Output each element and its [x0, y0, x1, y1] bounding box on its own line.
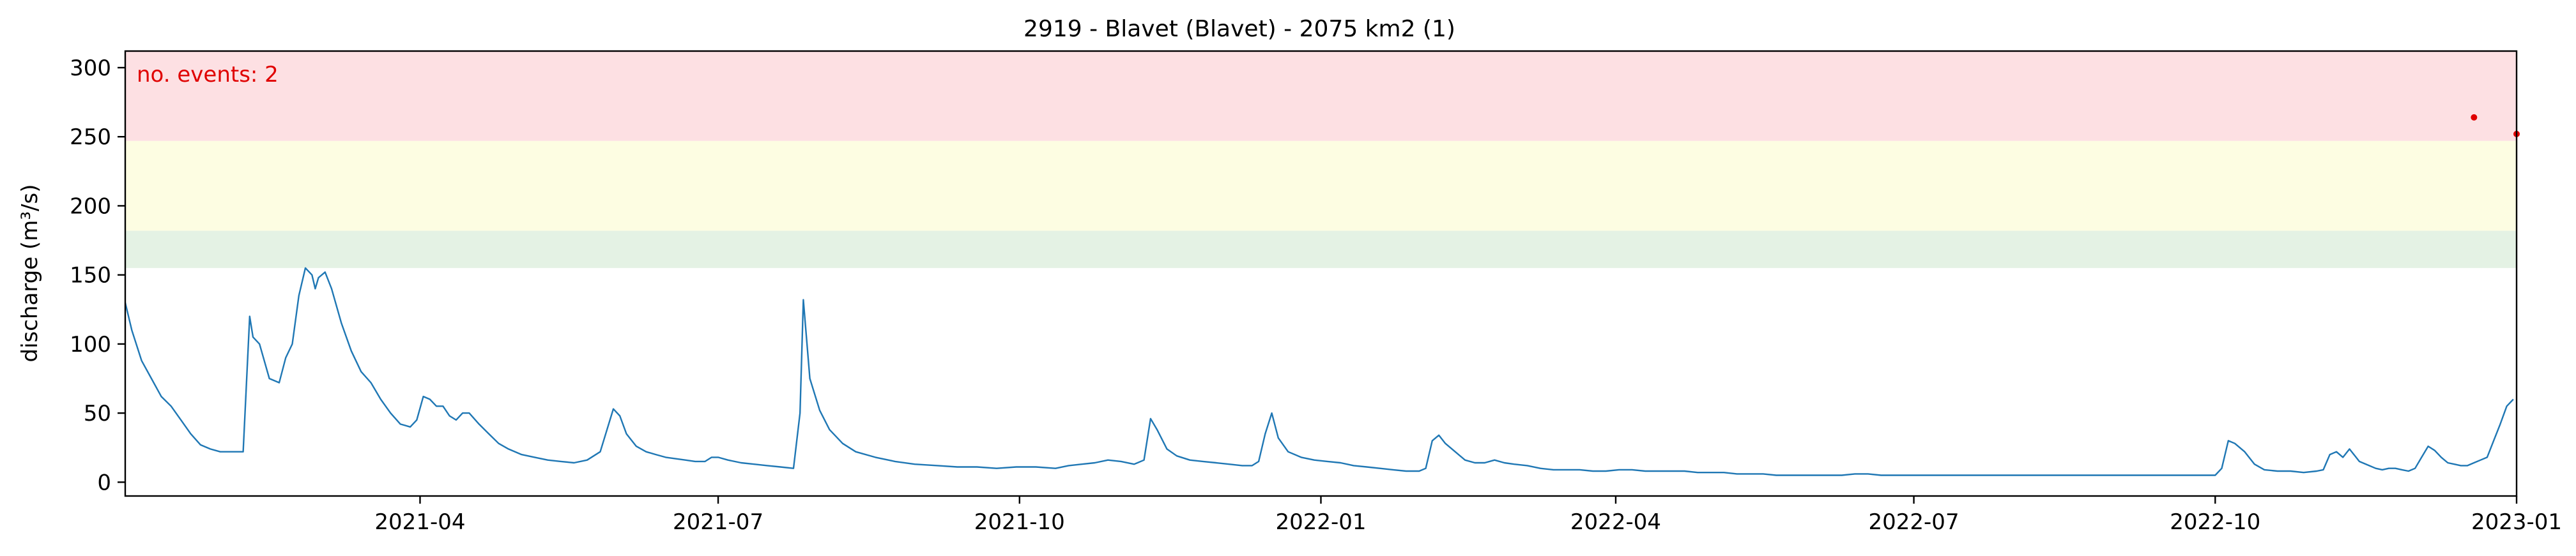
x-tick-label-3: 2022-01 — [1275, 509, 1366, 535]
x-tick-label-6: 2022-10 — [2170, 509, 2260, 535]
y-axis: 0 50 100 150 200 250 300 — [70, 56, 125, 495]
threshold-band-2 — [125, 51, 2517, 141]
x-tick-label-5: 2022-07 — [1869, 509, 1959, 535]
y-tick-label-150: 150 — [70, 263, 111, 289]
threshold-bands — [125, 51, 2517, 268]
y-tick-label-0: 0 — [97, 470, 111, 495]
x-tick-label-2: 2021-10 — [974, 509, 1065, 535]
y-tick-label-100: 100 — [70, 332, 111, 357]
x-tick-label-0: 2021-04 — [374, 509, 465, 535]
event-marker-0 — [2471, 114, 2478, 121]
x-tick-label-1: 2021-07 — [673, 509, 763, 535]
y-tick-label-200: 200 — [70, 193, 111, 219]
chart-title: 2919 - Blavet (Blavet) - 2075 km2 (1) — [1023, 16, 1455, 42]
x-tick-label-4: 2022-04 — [1570, 509, 1661, 535]
threshold-band-1 — [125, 140, 2517, 231]
series-lines — [124, 267, 2514, 476]
y-tick-label-250: 250 — [70, 124, 111, 150]
series-line-0 — [124, 267, 2514, 476]
y-tick-label-300: 300 — [70, 56, 111, 81]
events-annotation: no. events: 2 — [137, 62, 279, 87]
x-axis: 2021-04 2021-07 2021-10 2022-01 2022-04 2022-… — [374, 496, 2562, 535]
y-tick-label-50: 50 — [84, 401, 111, 426]
y-axis-label: discharge (m³/s) — [17, 184, 43, 363]
x-tick-label-7: 2023-01 — [2471, 509, 2562, 535]
threshold-band-0 — [125, 230, 2517, 268]
